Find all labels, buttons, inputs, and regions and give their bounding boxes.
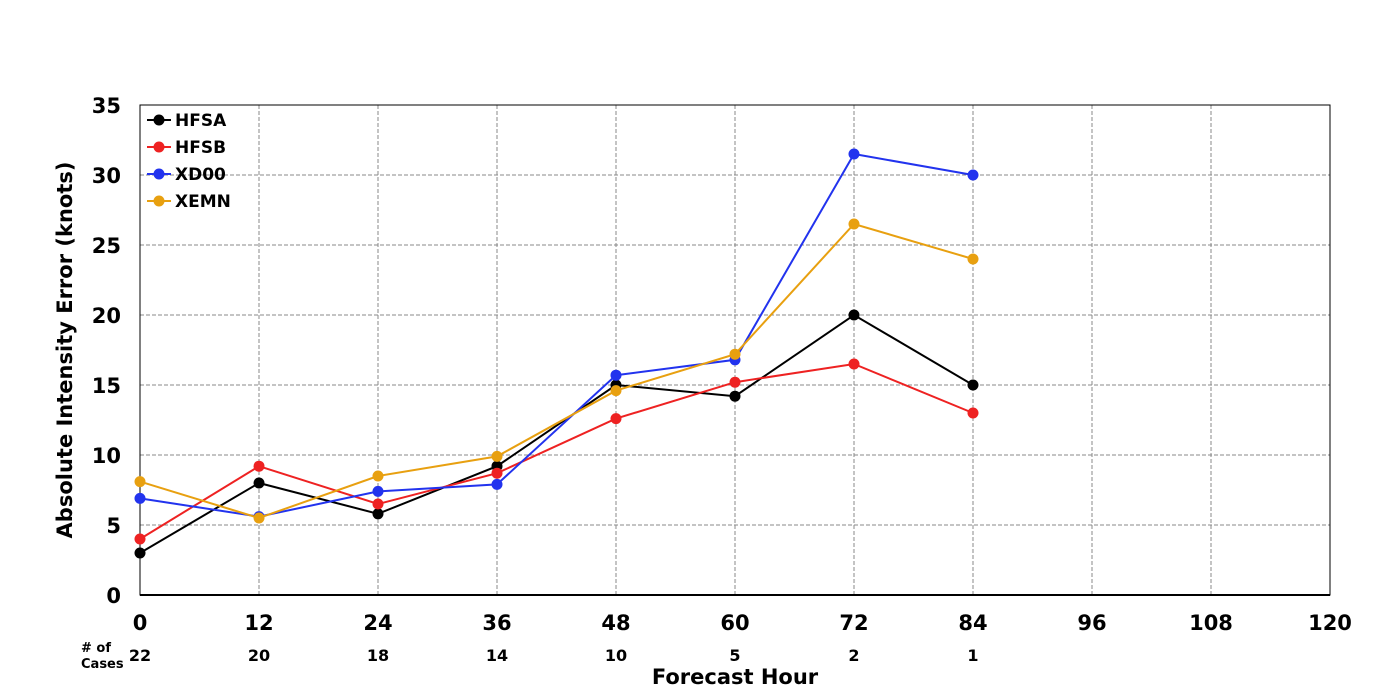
cases-count: 20 xyxy=(248,646,270,665)
legend: HFSA HFSB XD00 XEMN xyxy=(147,111,231,212)
cases-count: 5 xyxy=(729,646,740,665)
data-point xyxy=(491,467,503,479)
legend-marker xyxy=(153,141,165,153)
data-point xyxy=(967,169,979,181)
cases-count: 1 xyxy=(967,646,978,665)
x-tick-label: 12 xyxy=(244,611,273,635)
y-axis-ticks: 0 5 10 15 20 25 30 35 xyxy=(92,94,121,608)
cases-count: 22 xyxy=(129,646,151,665)
x-tick-label: 0 xyxy=(133,611,148,635)
legend-item-xemn: XEMN xyxy=(147,192,231,212)
data-point xyxy=(134,492,146,504)
y-tick-label: 35 xyxy=(92,94,121,118)
data-point xyxy=(967,379,979,391)
x-tick-label: 72 xyxy=(839,611,868,635)
legend-marker xyxy=(153,168,165,180)
series-line xyxy=(139,152,974,518)
y-tick-label: 10 xyxy=(92,444,121,468)
data-point xyxy=(134,476,146,488)
data-point xyxy=(610,385,622,397)
data-point xyxy=(729,348,741,360)
data-point xyxy=(729,390,741,402)
x-tick-label: 36 xyxy=(482,611,511,635)
x-tick-label: 24 xyxy=(363,611,392,635)
x-tick-label: 96 xyxy=(1077,611,1106,635)
legend-label: HFSA xyxy=(175,111,227,131)
data-point xyxy=(372,485,384,497)
series-xemn xyxy=(134,218,979,524)
data-point xyxy=(372,470,384,482)
data-point xyxy=(848,218,860,230)
cases-count: 14 xyxy=(486,646,508,665)
cases-label-line-1: # of xyxy=(81,641,111,656)
legend-marker xyxy=(153,114,165,126)
cases-count: 2 xyxy=(848,646,859,665)
data-point xyxy=(372,498,384,510)
x-tick-label: 84 xyxy=(958,611,987,635)
cases-label-line-2: Cases xyxy=(81,657,124,672)
x-tick-label: 120 xyxy=(1308,611,1352,635)
y-tick-label: 30 xyxy=(92,164,121,188)
data-point xyxy=(967,253,979,265)
data-point xyxy=(729,376,741,388)
series-line xyxy=(139,362,974,540)
data-point xyxy=(253,512,265,524)
series-line xyxy=(139,222,974,520)
x-axis-label: Forecast Hour xyxy=(652,665,819,689)
data-point xyxy=(610,369,622,381)
y-axis-label: Absolute Intensity Error (knots) xyxy=(53,162,77,539)
series-hfsb xyxy=(134,358,979,545)
data-point xyxy=(848,309,860,321)
data-point xyxy=(134,533,146,545)
y-tick-label: 25 xyxy=(92,234,121,258)
legend-label: XD00 xyxy=(175,165,226,185)
cases-count: 18 xyxy=(367,646,389,665)
legend-item-hfsb: HFSB xyxy=(147,138,226,158)
cases-row: # of Cases 22 20 18 14 10 5 2 1 xyxy=(81,641,979,672)
y-tick-label: 20 xyxy=(92,304,121,328)
legend-label: XEMN xyxy=(175,192,231,212)
data-point xyxy=(610,413,622,425)
data-point xyxy=(134,547,146,559)
data-point xyxy=(253,460,265,472)
x-tick-label: 108 xyxy=(1189,611,1233,635)
data-point xyxy=(848,148,860,160)
legend-item-hfsa: HFSA xyxy=(147,111,227,131)
x-tick-label: 60 xyxy=(720,611,749,635)
legend-label: HFSB xyxy=(175,138,226,158)
data-point xyxy=(491,450,503,462)
data-point xyxy=(372,508,384,520)
y-tick-label: 5 xyxy=(106,514,121,538)
y-tick-label: 0 xyxy=(106,584,121,608)
series-layer xyxy=(134,148,979,559)
x-axis-ticks: 0 12 24 36 48 60 72 84 96 108 120 xyxy=(133,611,1352,635)
data-point xyxy=(848,358,860,370)
cases-count: 10 xyxy=(605,646,627,665)
data-point xyxy=(967,407,979,419)
y-tick-label: 15 xyxy=(92,374,121,398)
data-point xyxy=(491,478,503,490)
legend-item-xd00: XD00 xyxy=(147,165,226,185)
data-point xyxy=(253,477,265,489)
series-line xyxy=(139,313,974,554)
x-tick-label: 48 xyxy=(601,611,630,635)
legend-marker xyxy=(153,195,165,207)
